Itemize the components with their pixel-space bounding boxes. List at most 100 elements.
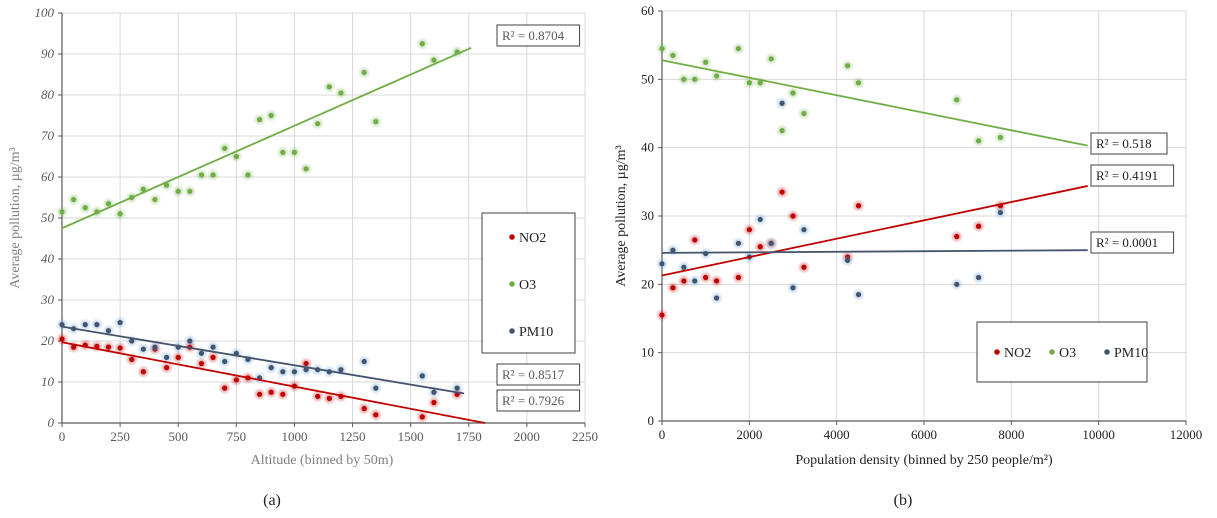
data-point-pm10 (954, 281, 960, 287)
data-point-o3 (233, 153, 239, 160)
legend-marker-no2 (509, 234, 515, 240)
x-tick-label: 4000 (824, 427, 850, 442)
data-point-no2 (713, 278, 720, 284)
data-point-o3 (746, 80, 752, 86)
data-point-no2 (117, 345, 123, 351)
data-point-pm10 (419, 373, 425, 379)
y-tick-label: 70 (41, 128, 55, 143)
data-point-o3 (779, 127, 785, 134)
y-tick-label: 0 (48, 415, 55, 430)
x-tick-label: 250 (110, 429, 130, 444)
x-tick-label: 1750 (456, 429, 482, 444)
data-point-no2 (198, 360, 205, 367)
data-point-o3 (954, 97, 960, 103)
data-point-o3 (790, 90, 796, 96)
data-point-pm10 (268, 365, 274, 371)
data-point-pm10 (431, 389, 437, 395)
data-point-no2 (175, 354, 181, 360)
legend-label-o3: O3 (1059, 346, 1076, 361)
data-point-pm10 (198, 350, 205, 356)
data-point-no2 (659, 312, 665, 318)
trendline-no2 (61, 341, 486, 424)
y-tick-label: 20 (641, 276, 654, 291)
data-point-o3 (175, 188, 181, 194)
data-point-o3 (164, 182, 170, 188)
data-point-no2 (140, 369, 146, 375)
data-point-o3 (187, 188, 193, 194)
data-point-pm10 (670, 247, 676, 253)
data-point-no2 (670, 285, 676, 291)
data-point-pm10 (768, 240, 774, 246)
y-axis-title: Average pollution, µg/m³ (8, 147, 23, 288)
data-point-o3 (855, 80, 862, 86)
data-point-pm10 (681, 264, 687, 270)
r2-box-o3 (1090, 132, 1168, 155)
data-point-no2 (757, 244, 763, 250)
y-tick-label: 80 (41, 87, 55, 102)
y-tick-label: 10 (641, 345, 654, 360)
data-point-o3 (975, 138, 982, 144)
data-point-no2 (746, 227, 752, 233)
caption-b: (b) (894, 492, 913, 509)
data-point-pm10 (844, 257, 851, 264)
y-tick-label: 50 (41, 210, 55, 225)
trendline-pm10 (661, 249, 1088, 254)
x-tick-label: 10000 (1082, 427, 1115, 442)
legend-marker-no2 (994, 349, 1000, 355)
r2-label-pm10: R² = 0.8517 (502, 367, 565, 382)
data-point-no2 (164, 365, 170, 371)
data-point-o3 (105, 201, 112, 207)
data-point-pm10 (152, 344, 158, 350)
x-tick-label: 2000 (736, 427, 762, 442)
data-point-pm10 (692, 278, 698, 284)
y-tick-label: 0 (648, 413, 655, 428)
data-point-pm10 (373, 385, 379, 391)
caption-a: (a) (263, 492, 281, 509)
data-point-pm10 (222, 358, 228, 365)
data-point-no2 (105, 344, 112, 350)
data-point-o3 (245, 172, 251, 178)
data-point-o3 (256, 117, 263, 123)
y-tick-label: 50 (641, 71, 654, 86)
r2-box-no2 (1090, 164, 1175, 187)
data-point-o3 (338, 90, 344, 96)
data-point-no2 (954, 233, 960, 240)
data-point-pm10 (735, 240, 742, 246)
data-point-pm10 (187, 338, 193, 344)
data-point-o3 (303, 166, 309, 172)
legend-label-pm10: PM10 (1114, 346, 1148, 361)
data-point-no2 (233, 377, 239, 383)
data-point-pm10 (129, 338, 135, 344)
data-point-no2 (681, 278, 687, 284)
data-point-o3 (419, 41, 425, 47)
data-point-o3 (997, 134, 1004, 141)
data-point-pm10 (291, 369, 298, 375)
data-point-o3 (681, 76, 687, 82)
r2-box-no2 (496, 389, 581, 412)
r2-box-pm10 (1090, 231, 1175, 254)
data-point-no2 (779, 189, 785, 195)
data-point-no2 (790, 213, 796, 219)
y-axis-title: Average pollution, µg/m³ (614, 145, 629, 286)
data-point-o3 (210, 172, 216, 178)
data-point-no2 (373, 412, 379, 418)
data-point-no2 (71, 344, 77, 350)
r2-label-o3: R² = 0.8704 (502, 28, 565, 43)
trendline-pm10 (61, 325, 465, 395)
r2-label-pm10: R² = 0.0001 (1096, 235, 1158, 250)
data-point-pm10 (303, 367, 309, 373)
data-point-o3 (757, 80, 763, 86)
data-point-no2 (222, 385, 228, 391)
data-point-o3 (117, 211, 123, 217)
data-point-o3 (59, 209, 65, 215)
data-point-pm10 (790, 285, 796, 291)
data-point-pm10 (280, 369, 286, 375)
data-point-o3 (768, 56, 774, 62)
x-tick-label: 1250 (340, 429, 366, 444)
legend-marker-pm10 (1104, 349, 1110, 355)
data-point-o3 (140, 186, 146, 192)
r2-label-no2: R² = 0.7926 (502, 393, 565, 408)
trendline-no2 (661, 185, 1088, 277)
data-point-pm10 (779, 100, 785, 106)
